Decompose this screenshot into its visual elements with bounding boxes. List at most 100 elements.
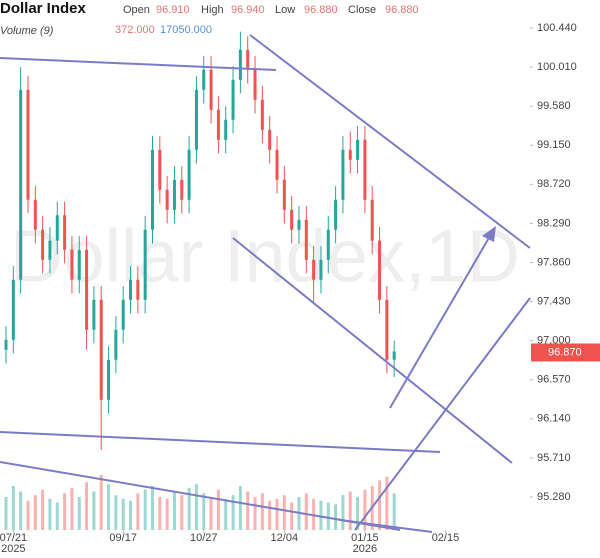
candle-body xyxy=(363,139,367,200)
volume-bar xyxy=(63,493,67,530)
marks xyxy=(4,31,396,530)
candle-body xyxy=(297,219,301,230)
candle-body xyxy=(370,199,374,241)
candle-body xyxy=(282,179,286,210)
x-tick-label: 01/15 xyxy=(351,532,379,544)
candle-body xyxy=(41,229,45,260)
candle-body xyxy=(224,119,228,140)
volume-bar xyxy=(282,495,286,530)
volume-bar xyxy=(172,491,176,530)
trend-line xyxy=(249,34,531,249)
y-tick-label: 100.440 xyxy=(537,22,577,34)
volume-bar xyxy=(268,500,272,530)
candle-body xyxy=(143,229,147,300)
candle-body xyxy=(92,299,96,330)
volume-bar xyxy=(231,495,235,530)
volume-bar xyxy=(319,500,323,530)
candle-body xyxy=(312,259,316,280)
volume-bar xyxy=(356,497,360,530)
y-tick-label: 96.140 xyxy=(537,413,571,425)
volume-bar xyxy=(260,493,264,530)
volume-bar xyxy=(202,493,206,530)
candle-body xyxy=(99,299,103,400)
volume-bar xyxy=(304,493,308,530)
candle-body xyxy=(180,179,184,200)
y-tick-label: 97.860 xyxy=(537,256,571,268)
candle-body xyxy=(165,189,169,210)
volume-bar xyxy=(290,502,294,530)
y-tick-label: 99.580 xyxy=(537,100,571,112)
y-tick-label: 95.280 xyxy=(537,491,571,503)
y-tick-label: 95.710 xyxy=(537,452,571,464)
volume-bar xyxy=(348,491,352,530)
volume-bar xyxy=(19,491,23,530)
volume-bar xyxy=(129,500,133,530)
volume-bar xyxy=(238,486,242,530)
trend-line xyxy=(0,431,441,453)
candle-body xyxy=(246,49,250,70)
candle-body xyxy=(26,89,30,200)
volume-bar xyxy=(85,482,89,530)
volume-bar xyxy=(136,493,140,530)
volume-bar xyxy=(187,487,191,530)
high-label: High xyxy=(201,4,224,16)
x-tick-label: 09/17 xyxy=(109,532,137,544)
candle-body xyxy=(348,149,352,160)
trend-line xyxy=(0,461,401,531)
candle-body xyxy=(48,240,52,260)
candle-body xyxy=(158,149,162,190)
y-tick-label: 99.150 xyxy=(537,139,571,151)
volume-bar xyxy=(33,495,37,530)
candle-body xyxy=(260,99,264,130)
volume-bar xyxy=(275,498,279,530)
candle-body xyxy=(334,199,338,230)
volume-bar xyxy=(363,489,367,530)
candle-body xyxy=(392,351,396,360)
volume-bar xyxy=(224,498,228,530)
candle-body xyxy=(107,359,111,400)
candle-body xyxy=(187,149,191,200)
volume-bar xyxy=(216,489,220,530)
close-label: Close xyxy=(348,4,376,16)
last-price-label: 96.870 xyxy=(548,346,582,358)
volume-bar xyxy=(107,484,111,530)
candle-body xyxy=(85,249,89,330)
volume-bar xyxy=(165,498,169,530)
volume-bar xyxy=(121,498,125,530)
volume-bar xyxy=(378,480,382,530)
volume-bar xyxy=(180,495,184,530)
volume-bar xyxy=(41,489,45,530)
candle-body xyxy=(194,89,198,150)
candle-body xyxy=(70,249,74,280)
volume-bar xyxy=(4,497,8,530)
candle-body xyxy=(202,69,206,90)
volume-bar xyxy=(70,487,74,530)
volume-bar xyxy=(334,504,338,530)
volume-bar xyxy=(11,486,15,530)
x-tick-label: 02/15 xyxy=(432,532,460,544)
volume-bar xyxy=(253,497,257,530)
volume-bar xyxy=(341,495,345,530)
candle-body xyxy=(63,215,67,250)
candle-body xyxy=(290,209,294,230)
y-tick-label: 98.290 xyxy=(537,217,571,229)
candle-body xyxy=(129,279,133,300)
candle-body xyxy=(385,299,389,360)
candle-body xyxy=(77,249,81,280)
candle-body xyxy=(319,259,323,280)
candle-body xyxy=(238,49,242,80)
volume-bar xyxy=(194,484,198,530)
candle-body xyxy=(55,215,59,241)
year-label: 2025 xyxy=(1,543,25,555)
volume-bar xyxy=(92,491,96,530)
open-value: 96.910 xyxy=(156,4,190,16)
watermark: Dollar Index,1D xyxy=(10,215,520,298)
volume-label: Volume (9) xyxy=(0,25,54,37)
y-tick-label: 97.430 xyxy=(537,295,571,307)
volume-bar xyxy=(55,502,59,530)
close-value: 96.880 xyxy=(385,4,419,16)
candle-body xyxy=(11,279,15,340)
x-tick-label: 07/21 xyxy=(0,532,27,544)
volume-bar xyxy=(158,497,162,530)
year-label: 2026 xyxy=(353,543,377,555)
